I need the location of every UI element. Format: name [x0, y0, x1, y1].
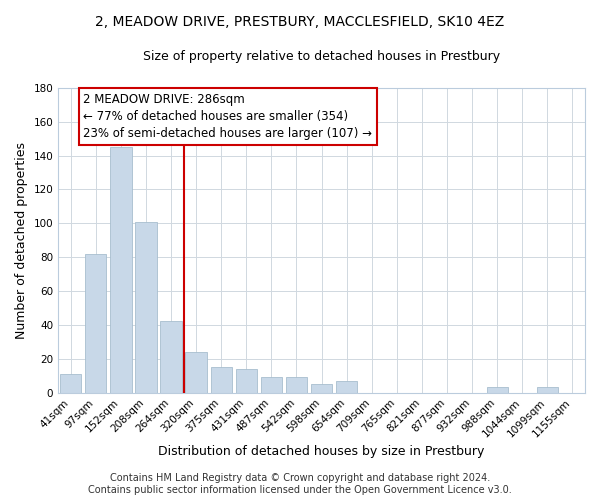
X-axis label: Distribution of detached houses by size in Prestbury: Distribution of detached houses by size … [158, 444, 485, 458]
Bar [136, 222, 157, 392]
Bar [160, 322, 182, 392]
Text: Contains HM Land Registry data © Crown copyright and database right 2024.
Contai: Contains HM Land Registry data © Crown c… [88, 474, 512, 495]
Bar [487, 388, 508, 392]
Title: Size of property relative to detached houses in Prestbury: Size of property relative to detached ho… [143, 50, 500, 63]
Bar [211, 367, 232, 392]
Bar [261, 378, 282, 392]
Y-axis label: Number of detached properties: Number of detached properties [15, 142, 28, 338]
Bar [110, 147, 131, 392]
Bar [336, 380, 358, 392]
Bar [85, 254, 106, 392]
Text: 2, MEADOW DRIVE, PRESTBURY, MACCLESFIELD, SK10 4EZ: 2, MEADOW DRIVE, PRESTBURY, MACCLESFIELD… [95, 15, 505, 29]
Bar [236, 369, 257, 392]
Bar [537, 388, 558, 392]
Bar [311, 384, 332, 392]
Bar [286, 378, 307, 392]
Bar [185, 352, 207, 393]
Text: 2 MEADOW DRIVE: 286sqm
← 77% of detached houses are smaller (354)
23% of semi-de: 2 MEADOW DRIVE: 286sqm ← 77% of detached… [83, 93, 372, 140]
Bar [60, 374, 82, 392]
